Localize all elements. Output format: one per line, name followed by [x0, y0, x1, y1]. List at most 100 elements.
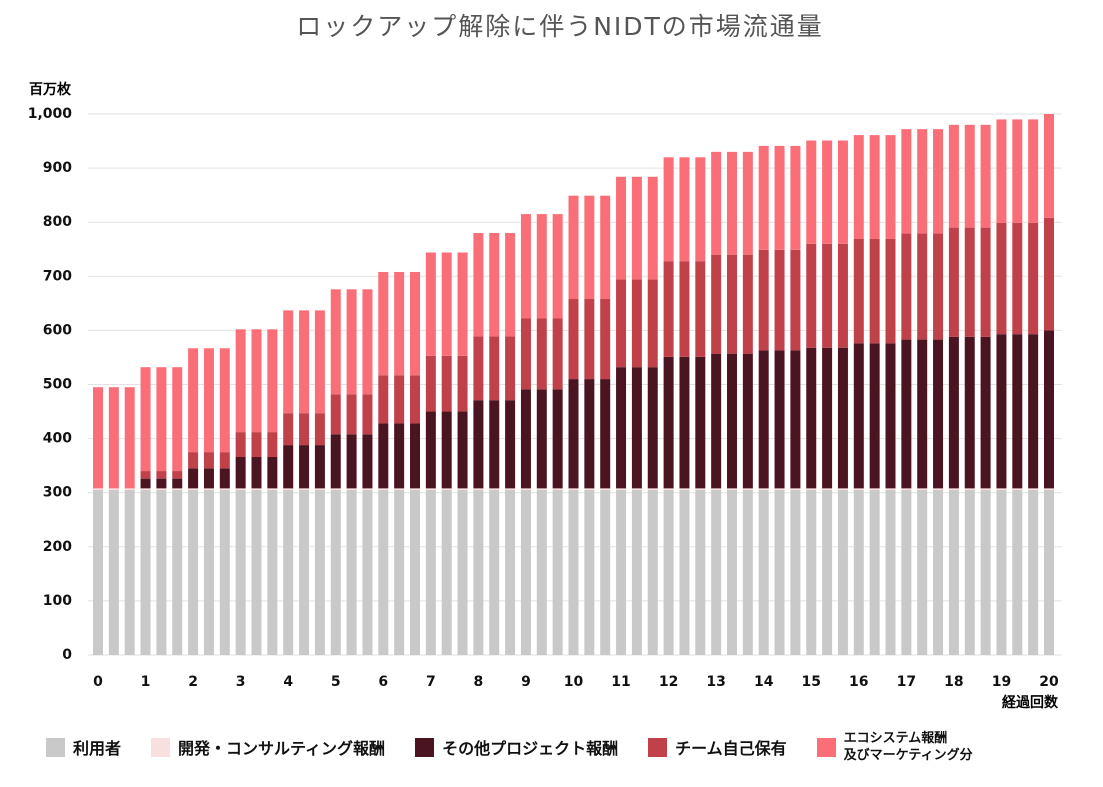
bar-segment: [267, 456, 278, 489]
bar-segment: [140, 488, 151, 490]
bar-segment: [314, 489, 325, 655]
bar-segment: [425, 489, 436, 655]
y-tick-label: 700: [43, 268, 72, 284]
bar-segment: [790, 488, 801, 490]
bar-segment: [378, 488, 389, 490]
bar-segment: [600, 379, 611, 489]
bar-segment: [663, 157, 674, 262]
bar-segment: [616, 489, 627, 655]
bar-segment: [980, 488, 991, 490]
bar-segment: [1044, 114, 1054, 218]
bar-segment: [267, 489, 278, 655]
bar-segment: [948, 488, 959, 490]
x-tick-label: 20: [1039, 674, 1059, 690]
bar-segment: [108, 488, 119, 490]
bar-segment: [933, 233, 944, 340]
bar-segment: [869, 238, 880, 344]
bar-segment: [774, 145, 785, 250]
bar-segment: [727, 353, 737, 489]
bar-segment: [235, 489, 246, 655]
bar-segment: [505, 489, 516, 655]
bar-segment: [188, 489, 199, 655]
bar-segment: [299, 445, 310, 489]
bar-segment: [536, 214, 547, 319]
bar-segment: [1012, 334, 1023, 489]
bar-segment: [980, 227, 991, 337]
bar-segment: [520, 488, 531, 490]
legend-swatch: [648, 737, 668, 757]
x-tick-label: 13: [706, 674, 725, 690]
bar-segment: [758, 350, 769, 489]
x-tick-label: 15: [802, 674, 821, 690]
bar-segment: [441, 488, 452, 490]
bar-segment: [203, 452, 214, 469]
bar-segment: [631, 176, 642, 280]
bar-segment: [663, 261, 674, 357]
bar-segment: [822, 243, 833, 348]
bar-segment: [695, 488, 706, 490]
bar-segment: [457, 489, 468, 655]
bar-segment: [251, 488, 262, 490]
bar-segment: [964, 489, 975, 655]
bar-segment: [314, 445, 325, 489]
bar-segment: [505, 400, 516, 489]
bar-segment: [711, 489, 722, 655]
bar-segment: [616, 488, 627, 490]
bar-segment: [299, 488, 310, 490]
bar-segment: [378, 271, 389, 376]
x-tick-label: 1: [141, 674, 151, 690]
bar-segment: [837, 347, 848, 489]
bar-segment: [473, 400, 484, 489]
bar-segment: [774, 488, 785, 490]
y-tick-label: 500: [43, 377, 72, 393]
bar-segment: [505, 488, 516, 490]
bar-segment: [489, 336, 500, 401]
bar-segment: [156, 478, 167, 489]
bar-segment: [1012, 119, 1023, 223]
bar-segment: [631, 279, 642, 368]
bar-segment: [156, 488, 167, 490]
bar-segment: [362, 289, 373, 395]
bar-segment: [156, 367, 167, 472]
bar-segment: [695, 261, 706, 357]
bar-segment: [616, 279, 627, 368]
bar-segment: [314, 488, 325, 490]
bar-segment: [568, 489, 579, 655]
bar-segment: [679, 261, 690, 357]
bar-segment: [425, 252, 436, 356]
x-tick-label: 4: [283, 674, 293, 690]
bar-segment: [203, 468, 214, 489]
bar-segment: [631, 489, 642, 655]
bar-segment: [584, 299, 595, 380]
bar-segment: [711, 151, 722, 255]
bar-segment: [346, 488, 357, 490]
bar-segment: [330, 289, 341, 395]
y-tick-label: 0: [62, 647, 72, 663]
bar-segment: [267, 432, 278, 457]
bar-segment: [568, 379, 579, 489]
legend-label: 利用者: [73, 739, 122, 758]
bar-segment: [410, 488, 420, 490]
bar-segment: [441, 489, 452, 655]
bar-segment: [568, 195, 579, 300]
bar-segment: [917, 233, 928, 340]
bar-segment: [822, 140, 833, 244]
bar-segment: [980, 489, 991, 655]
bar-segment: [869, 135, 880, 239]
bar-segment: [330, 434, 341, 489]
bar-segment: [235, 456, 246, 489]
bar-segment: [251, 489, 262, 655]
bar-segment: [647, 279, 658, 368]
bar-segment: [473, 489, 484, 655]
bar-segment: [552, 389, 563, 489]
bar-segment: [552, 489, 563, 655]
bar-segment: [600, 489, 611, 655]
bar-segment: [774, 249, 785, 351]
bar-segment: [679, 489, 690, 655]
bar-segment: [1028, 488, 1039, 490]
legend-item: エコシステム報酬 及びマーケティング分: [816, 730, 973, 764]
bar-segment: [996, 334, 1007, 489]
bar-segment: [568, 488, 579, 490]
bar-segment: [996, 489, 1007, 655]
